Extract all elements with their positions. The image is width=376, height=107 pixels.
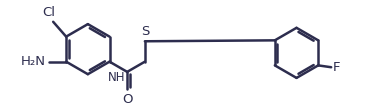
Text: F: F: [333, 61, 341, 74]
Text: S: S: [142, 25, 150, 38]
Text: O: O: [122, 93, 132, 106]
Text: H₂N: H₂N: [21, 55, 46, 68]
Text: NH: NH: [108, 71, 125, 84]
Text: Cl: Cl: [42, 6, 55, 19]
